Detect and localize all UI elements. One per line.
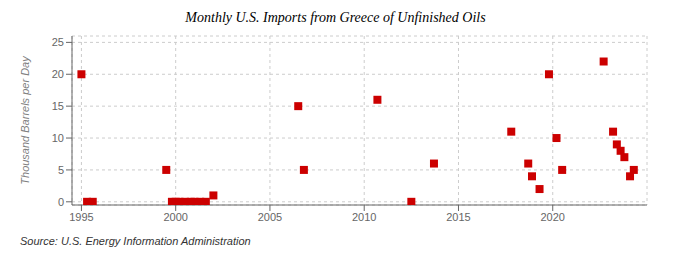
svg-text:2015: 2015 <box>446 211 470 223</box>
html-text:Source: U.S. Energy Informatio: Source: U.S. Energy Information Administ… <box>20 235 251 247</box>
svg-text:15: 15 <box>52 100 64 112</box>
svg-text:2000: 2000 <box>163 211 187 223</box>
svg-text:2010: 2010 <box>352 211 376 223</box>
svg-text:2020: 2020 <box>540 211 564 223</box>
svg-text:Thousand Barrels per Day: Thousand Barrels per Day <box>19 55 31 185</box>
svg-text:0: 0 <box>58 196 64 208</box>
svg-text:25: 25 <box>52 36 64 48</box>
html-text:Monthly U.S. Imports from Gree: Monthly U.S. Imports from Greece of Unfi… <box>185 10 486 25</box>
svg-text:2005: 2005 <box>258 211 282 223</box>
svg-text:1995: 1995 <box>69 211 93 223</box>
svg-text:5: 5 <box>58 164 64 176</box>
svg-text:20: 20 <box>52 68 64 80</box>
svg-text:10: 10 <box>52 132 64 144</box>
